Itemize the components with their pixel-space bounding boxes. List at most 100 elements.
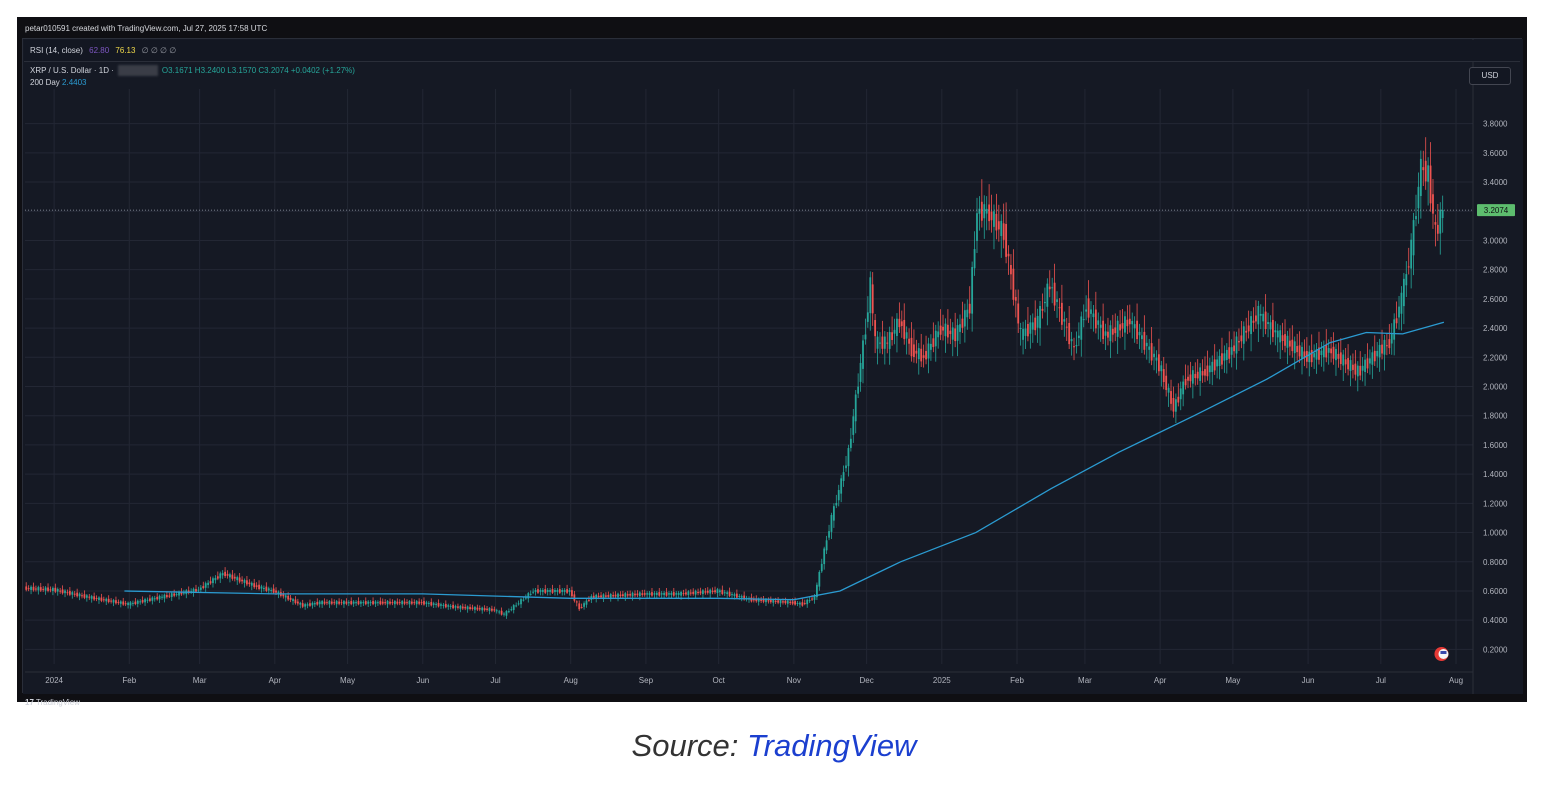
candle-body: [648, 592, 651, 595]
candle-body: [774, 600, 777, 602]
tradingview-logo[interactable]: 17 TradingView: [25, 698, 80, 707]
candle-body: [146, 599, 149, 601]
candle-body: [638, 592, 641, 597]
y-tick-label: 2.0000: [1483, 383, 1508, 392]
candle-body: [823, 548, 826, 565]
candle-body: [607, 595, 610, 597]
candle-body: [546, 590, 549, 592]
plot-background: [23, 39, 1523, 694]
candle-body: [495, 610, 498, 612]
candle-body: [117, 601, 120, 603]
candle-body: [886, 342, 889, 344]
candle-body: [1427, 165, 1430, 182]
candle-body: [803, 602, 806, 604]
candle-body: [224, 571, 227, 577]
chart-panel[interactable]: 3.80003.60003.40003.20003.00002.80002.60…: [22, 38, 1523, 694]
candle-body: [338, 601, 340, 604]
candle-body: [401, 601, 404, 605]
rsi-indicator-strip[interactable]: RSI (14, close) 62.80 76.13 ∅ ∅ ∅ ∅: [24, 40, 1520, 62]
price-chart-svg[interactable]: 3.80003.60003.40003.20003.00002.80002.60…: [23, 39, 1523, 694]
candle-body: [1242, 326, 1245, 344]
candle-body: [1245, 330, 1248, 333]
candle-body: [685, 592, 687, 595]
candle-body: [37, 587, 40, 591]
candle-body: [1390, 333, 1393, 344]
y-tick-label: 1.4000: [1483, 470, 1508, 479]
y-tick-label: 0.2000: [1483, 645, 1508, 654]
candle-body: [791, 601, 794, 604]
candle-body: [1313, 353, 1316, 358]
candle-body: [25, 586, 28, 590]
candle-body: [238, 577, 241, 582]
candle-body: [672, 592, 675, 596]
candle-body: [386, 601, 389, 605]
candle-body: [1267, 322, 1269, 325]
candle-body: [488, 608, 491, 611]
candle-body: [76, 592, 79, 597]
candle-body: [277, 591, 280, 594]
candle-body: [1155, 357, 1158, 361]
currency-button[interactable]: USD: [1469, 67, 1511, 85]
y-tick-label: 2.2000: [1483, 353, 1508, 362]
candle-body: [544, 589, 547, 593]
candle-body: [71, 592, 74, 595]
caption-link[interactable]: TradingView: [747, 728, 917, 763]
candle-body: [452, 604, 454, 609]
candle-body: [360, 601, 362, 604]
candle-body: [1022, 328, 1024, 340]
candle-body: [1041, 308, 1044, 311]
candle-body: [527, 593, 530, 599]
candle-body: [427, 602, 430, 604]
candle-body: [1170, 391, 1172, 404]
candle-body: [1335, 348, 1337, 361]
candle-body: [284, 595, 287, 598]
candle-body: [316, 601, 319, 605]
candle-body: [343, 601, 345, 605]
x-tick-label: Oct: [712, 676, 725, 685]
candle-body: [161, 596, 163, 598]
candle-body: [908, 338, 910, 344]
candle-body: [112, 600, 115, 603]
candle-body: [1056, 299, 1058, 303]
candle-body: [115, 600, 117, 604]
candle-body: [660, 593, 663, 595]
candle-body: [1012, 268, 1015, 300]
candle-body: [1381, 344, 1383, 354]
candle-body: [425, 602, 428, 604]
candle-body: [614, 594, 617, 597]
candle-body: [1417, 186, 1420, 209]
candle-body: [1005, 223, 1007, 257]
candle-body: [1291, 339, 1294, 352]
candle-body: [1342, 354, 1345, 366]
candle-body: [1014, 297, 1017, 301]
candle-body: [1044, 301, 1046, 304]
candle-body: [1027, 323, 1029, 337]
candle-body: [246, 580, 248, 585]
candle-body: [410, 601, 413, 604]
candle-body: [1250, 316, 1252, 335]
candle-body: [1337, 353, 1340, 359]
candle-body: [321, 601, 324, 605]
candle-body: [1402, 278, 1405, 307]
candle-body: [871, 284, 874, 314]
candle-body: [1213, 359, 1216, 371]
candle-body: [820, 563, 823, 572]
x-tick-label: Jun: [1302, 676, 1315, 685]
candle-body: [265, 586, 268, 591]
candle-body: [1262, 313, 1265, 322]
candle-body: [1412, 220, 1415, 256]
candle-body: [151, 597, 154, 601]
candle-body: [881, 336, 884, 349]
candle-body: [1255, 315, 1257, 322]
tradingview-logo-text: TradingView: [35, 698, 80, 707]
candle-body: [571, 590, 573, 597]
candle-body: [42, 588, 45, 590]
candle-body: [537, 589, 539, 593]
ma-label[interactable]: 200 Day: [30, 78, 60, 87]
candle-body: [997, 221, 1000, 230]
candle-body: [447, 605, 450, 607]
symbol-name[interactable]: XRP / U.S. Dollar · 1D ·: [30, 66, 114, 75]
candle-body: [1102, 320, 1105, 340]
candle-body: [1158, 354, 1160, 372]
candle-body: [978, 208, 981, 214]
